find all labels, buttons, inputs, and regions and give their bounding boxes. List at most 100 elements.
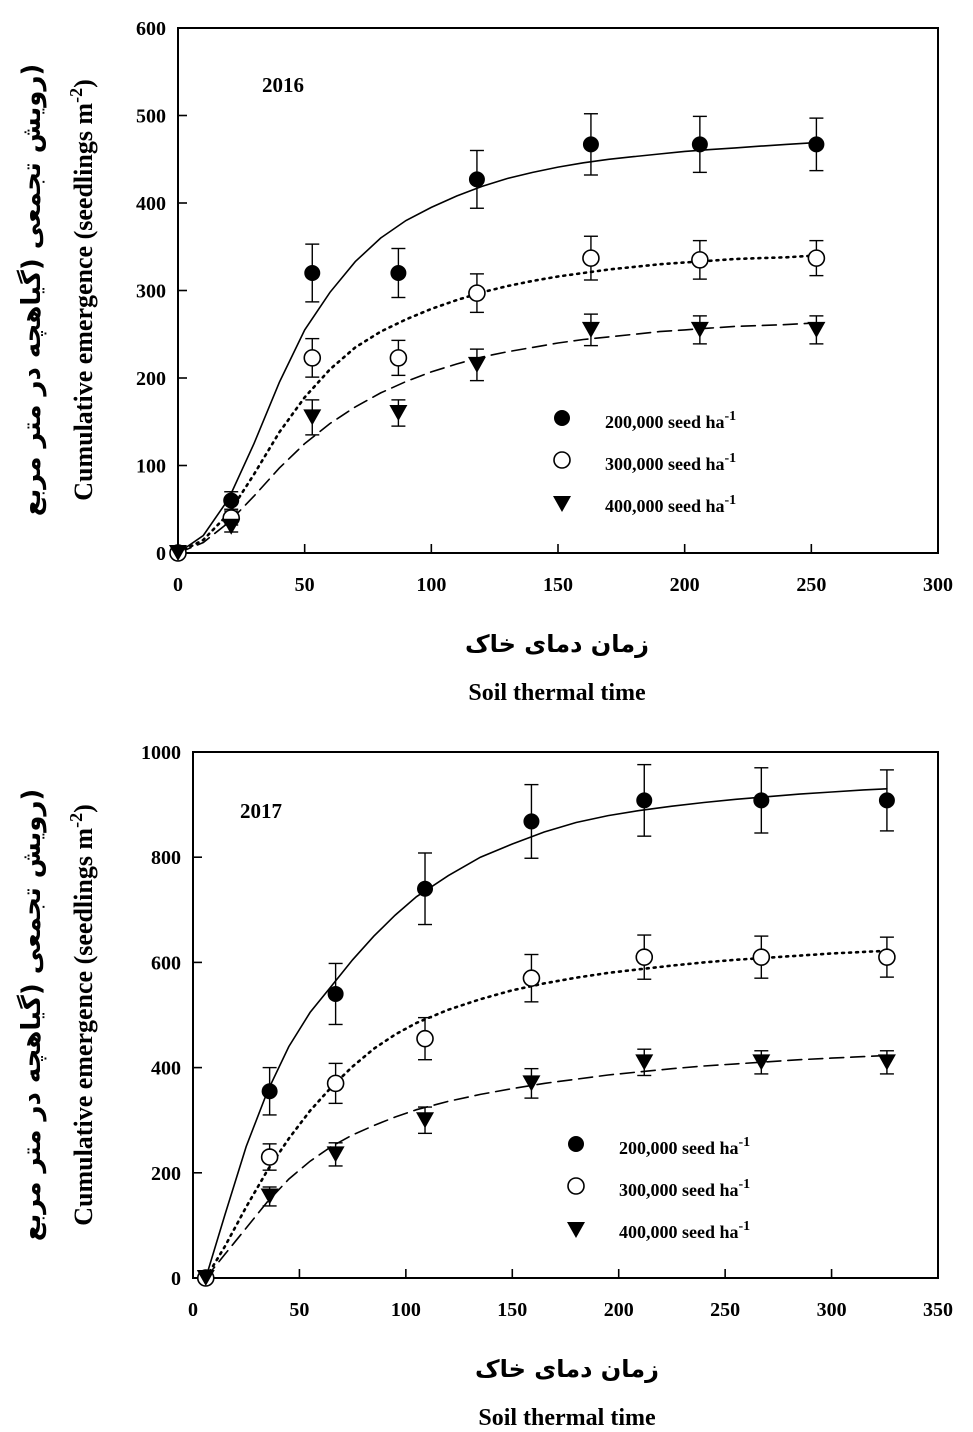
y-tick-label: 0 — [171, 1268, 181, 1290]
fit-curves — [204, 788, 889, 1280]
y-tick-label: 500 — [136, 106, 166, 128]
data-point-filled-triangle — [196, 1270, 215, 1286]
data-points — [169, 113, 826, 562]
year-label: 2017 — [240, 799, 282, 823]
y-axis-label: Cumulative emergence (seedlings m-2) — [66, 804, 98, 1226]
x-tick-label: 100 — [391, 1299, 421, 1321]
fit-curves — [176, 141, 818, 555]
fit-curve-solid — [205, 788, 888, 1279]
data-point-open-circle — [326, 1074, 345, 1093]
year-label: 2016 — [262, 73, 304, 97]
data-point-open-circle — [522, 969, 541, 987]
legend-marker-open-circle — [567, 1177, 585, 1195]
x-axis-label: Soil thermal time — [478, 1405, 656, 1431]
x-tick-label: 350 — [923, 1299, 953, 1321]
y-axis-label: Cumulative emergence (seedlings m-2) — [66, 79, 98, 501]
y-tick-label: 600 — [151, 952, 181, 974]
x-tick-label: 250 — [710, 1299, 740, 1321]
data-point-filled-triangle — [416, 1112, 435, 1129]
data-point-filled-circle — [808, 136, 825, 153]
legend-marker-filled-triangle — [553, 496, 571, 512]
fit-curve-dotted — [204, 949, 889, 1280]
x-tick-label: 200 — [604, 1299, 634, 1321]
x-tick-label: 150 — [497, 1299, 527, 1321]
x-tick-label: 200 — [670, 574, 700, 596]
x-tick-label: 250 — [796, 574, 826, 596]
legend-label: 300,000 seed ha-1 — [619, 1177, 750, 1200]
legend: 200,000 seed ha-1 300,000 seed ha-1 400,… — [567, 1135, 750, 1242]
data-point-filled-circle — [390, 265, 407, 281]
legend-marker-filled-circle — [568, 1136, 584, 1152]
data-point-open-circle — [635, 948, 654, 966]
data-point-open-circle — [691, 251, 709, 269]
y-tick-label: 1000 — [141, 742, 181, 764]
plot-frame — [192, 751, 939, 1279]
x-tick-label: 50 — [289, 1299, 309, 1321]
data-point-filled-circle — [261, 1083, 278, 1100]
y-tick-label: 300 — [136, 281, 166, 303]
data-point-open-circle — [389, 349, 408, 367]
data-point-filled-triangle — [581, 321, 600, 338]
fit-curve-solid — [177, 141, 818, 554]
data-points — [196, 763, 896, 1287]
data-point-filled-triangle — [522, 1075, 541, 1092]
y-tick-label: 400 — [136, 193, 166, 215]
legend-marker-filled-triangle — [567, 1222, 585, 1238]
data-point-filled-circle — [636, 792, 653, 809]
data-point-filled-circle — [304, 265, 321, 281]
legend-marker-filled-circle — [554, 410, 570, 426]
data-point-filled-triangle — [169, 545, 187, 561]
data-point-filled-triangle — [807, 321, 826, 338]
data-point-filled-circle — [753, 792, 770, 809]
data-point-filled-triangle — [690, 321, 709, 338]
x-tick-label: 150 — [543, 574, 573, 596]
legend-marker-open-circle — [553, 451, 571, 469]
fit-curve-dashed — [205, 1054, 888, 1279]
data-point-filled-circle — [582, 136, 599, 153]
axis-ticks: 0 50 100 150 200 250 300 0 100 200 300 400 500 600 — [136, 18, 953, 596]
data-point-open-circle — [260, 1148, 279, 1166]
data-point-filled-triangle — [326, 1146, 345, 1163]
legend-label: 300,000 seed ha-1 — [605, 451, 736, 474]
data-point-open-circle — [752, 948, 771, 966]
legend-label: 200,000 seed ha-1 — [605, 409, 736, 432]
data-point-filled-triangle — [389, 405, 408, 421]
x-axis-label: Soil thermal time — [468, 680, 646, 706]
y-tick-label: 600 — [136, 18, 166, 40]
data-point-filled-triangle — [877, 1054, 896, 1071]
x-tick-label: 100 — [416, 574, 446, 596]
data-point-filled-circle — [327, 985, 344, 1002]
chart-panel-2017: 0 50 100 150 200 250 300 350 0 200 400 600 800 1000 2… — [16, 742, 953, 1431]
plot-frame — [177, 27, 939, 554]
data-point-open-circle — [416, 1029, 434, 1048]
data-point-filled-circle — [691, 136, 708, 153]
y-axis-label-persian: (رویش تجمعی (گیاهچه در متر مربع — [16, 789, 47, 1242]
chart-panel-2016: 0 50 100 150 200 250 300 0 100 200 300 400 500 600 20… — [16, 18, 953, 706]
data-point-filled-triangle — [260, 1188, 279, 1205]
x-axis-label-persian: زمان دمای خاک — [475, 1355, 659, 1383]
legend: 200,000 seed ha-1 300,000 seed ha-1 400,… — [553, 409, 736, 516]
x-tick-label: 50 — [295, 574, 315, 596]
data-point-open-circle — [582, 249, 600, 267]
x-tick-label: 300 — [817, 1299, 847, 1321]
data-point-open-circle — [303, 349, 322, 367]
x-tick-label: 300 — [923, 574, 953, 596]
data-point-filled-circle — [223, 492, 240, 509]
x-tick-label: 0 — [188, 1299, 198, 1321]
data-point-filled-triangle — [303, 409, 322, 426]
y-tick-label: 100 — [136, 456, 166, 478]
y-tick-label: 800 — [151, 847, 181, 869]
data-point-filled-circle — [523, 813, 540, 830]
data-point-filled-triangle — [222, 518, 241, 535]
data-point-filled-circle — [468, 171, 485, 188]
legend-label: 400,000 seed ha-1 — [619, 1219, 750, 1242]
y-tick-label: 400 — [151, 1058, 181, 1080]
y-tick-label: 200 — [151, 1163, 181, 1185]
data-point-open-circle — [878, 948, 896, 966]
data-point-filled-circle — [878, 792, 895, 809]
y-tick-label: 0 — [156, 543, 166, 565]
data-point-filled-triangle — [635, 1054, 654, 1071]
fit-curve-dashed — [177, 322, 818, 554]
axis-ticks: 0 50 100 150 200 250 300 350 0 200 400 600 800 1000 — [141, 742, 953, 1321]
